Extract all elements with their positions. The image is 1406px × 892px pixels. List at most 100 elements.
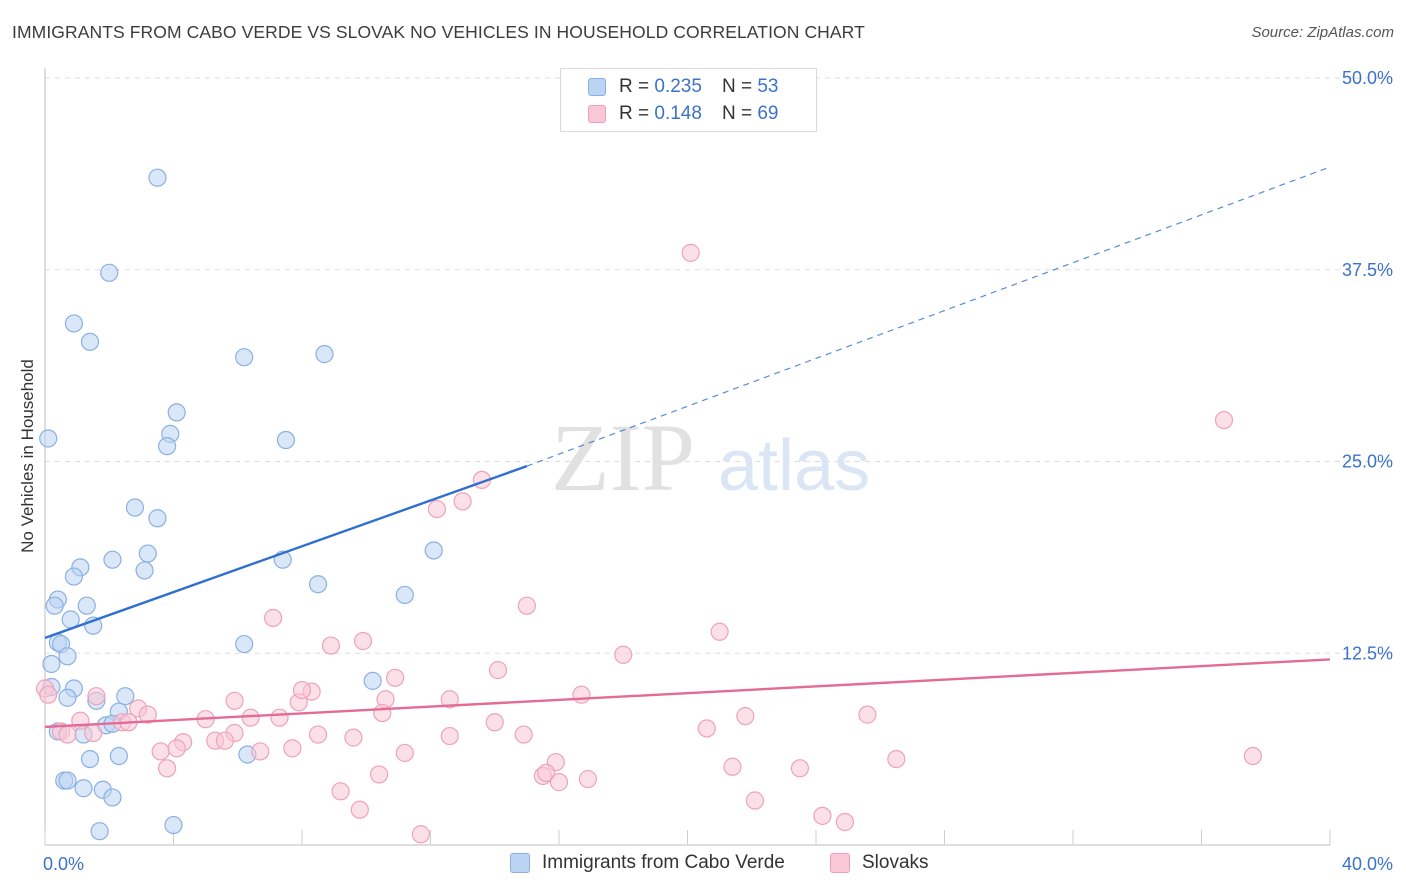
legend-n-label: N = [721,76,753,97]
trend-layer [44,166,1331,729]
cabo-verde-point [103,550,122,569]
x-tick-label: 40.0% [1342,854,1393,874]
slovak-point [39,685,58,704]
cabo-verde-point [315,345,334,364]
legend-row-cabo-verde: R = 0.235 N = 53 [561,74,778,100]
slovak-point [263,608,283,628]
source-label: Source: ZipAtlas.com [1251,24,1394,41]
slovak-point [241,708,260,727]
cabo-verde-point [308,575,328,594]
cabo-verde-point [64,314,84,333]
slovak-point [427,499,447,519]
slovak-point [745,791,765,810]
cabo-verde-point [116,687,135,706]
cabo-verde-point [58,771,77,790]
slovak-point [84,723,103,743]
slovak-point [537,763,556,783]
slovak-point [167,739,186,758]
cabo-verde-point [39,429,58,448]
cabo-verde-point [58,647,77,666]
slovak-point [151,742,170,761]
slovak-point [370,765,389,784]
slovak-point [488,661,508,680]
axis-layer [44,68,1331,846]
slovak-point [813,806,832,825]
trend-line-cabo-verde-extension [526,166,1331,467]
slovak-point [58,725,77,744]
slovak-point [251,742,270,761]
cabo-verde-point [100,263,119,282]
slovak-point [887,749,906,769]
slovak-point [1243,746,1263,766]
y-tick-label: 50.0% [1342,68,1393,88]
cabo-verde-point [167,403,186,422]
tick-label-layer: 12.5% 25.0% 37.5% 50.0% 0.0% 40.0% [43,68,1393,874]
slovak-point [440,726,459,746]
slovak-point [614,645,633,664]
slovak-point [373,703,392,723]
cabo-verde-point [424,541,443,560]
slovak-point [138,705,157,724]
cabo-verde-point [64,567,84,586]
y-tick-label: 37.5% [1342,260,1393,280]
slovak-point [283,739,302,758]
slovak-point [549,773,569,792]
legend-r-label: R = [619,103,650,124]
cabo-verde-point [45,596,64,615]
cabo-verde-point [164,815,183,835]
legend-n-value: 53 [757,76,779,97]
watermark-zip: ZIP [551,404,695,511]
cabo-verde-point [109,746,128,766]
cabo-verde-point [235,348,254,367]
legend-r-value: 0.148 [654,103,702,124]
cabo-verde-point [74,779,93,798]
watermark-atlas: atlas [718,426,870,506]
cabo-verde-point [77,596,96,615]
cabo-verde-point [80,749,100,769]
slovak-point [572,685,591,704]
cabo-verde-point [125,498,145,517]
correlation-legend: R = 0.235 N = 53 R = 0.148 N = 69 [560,68,817,132]
legend-n-value: 69 [757,103,779,124]
slovak-point [790,759,810,778]
cabo-verde-point [103,788,122,807]
cabo-verde-point [276,430,296,450]
slovak-point [350,800,369,819]
legend-swatch-blue [510,853,530,873]
legend-n-label: N = [721,103,753,124]
slovak-point [270,708,289,727]
trend-line-cabo-verde [44,464,528,640]
slovak-point [292,680,312,700]
cabo-verde-point [157,437,177,456]
cabo-verde-point [58,688,77,707]
slovak-point [225,691,244,710]
cabo-verde-point [138,544,157,563]
slovak-point [835,812,855,832]
cabo-verde-point [395,585,414,605]
trend-line-slovaks [44,658,1331,729]
slovak-point [386,668,405,687]
slovak-point [308,725,328,744]
slovak-point [736,707,755,726]
cabo-verde-point [80,332,100,351]
legend-swatch-pink [588,105,606,123]
legend-swatch-blue [588,78,606,96]
slovak-point [344,728,363,747]
cabo-verde-point [42,654,61,674]
chart-title: IMMIGRANTS FROM CABO VERDE VS SLOVAK NO … [12,22,865,42]
x-tick-label: 0.0% [43,854,84,874]
y-tick-label: 25.0% [1342,452,1393,472]
cabo-verde-point [90,822,109,841]
slovak-point [1214,410,1234,430]
legend-swatch-pink [830,853,850,873]
slovak-point [353,631,373,651]
legend-label: Slovaks [862,852,929,873]
slovak-point [440,690,459,709]
cabo-verde-point [235,634,254,654]
slovak-point [858,705,877,724]
legend-r-label: R = [619,76,650,97]
slovak-point [395,743,414,763]
legend-row-slovaks: R = 0.148 N = 69 [561,101,778,127]
slovak-point [710,622,729,641]
